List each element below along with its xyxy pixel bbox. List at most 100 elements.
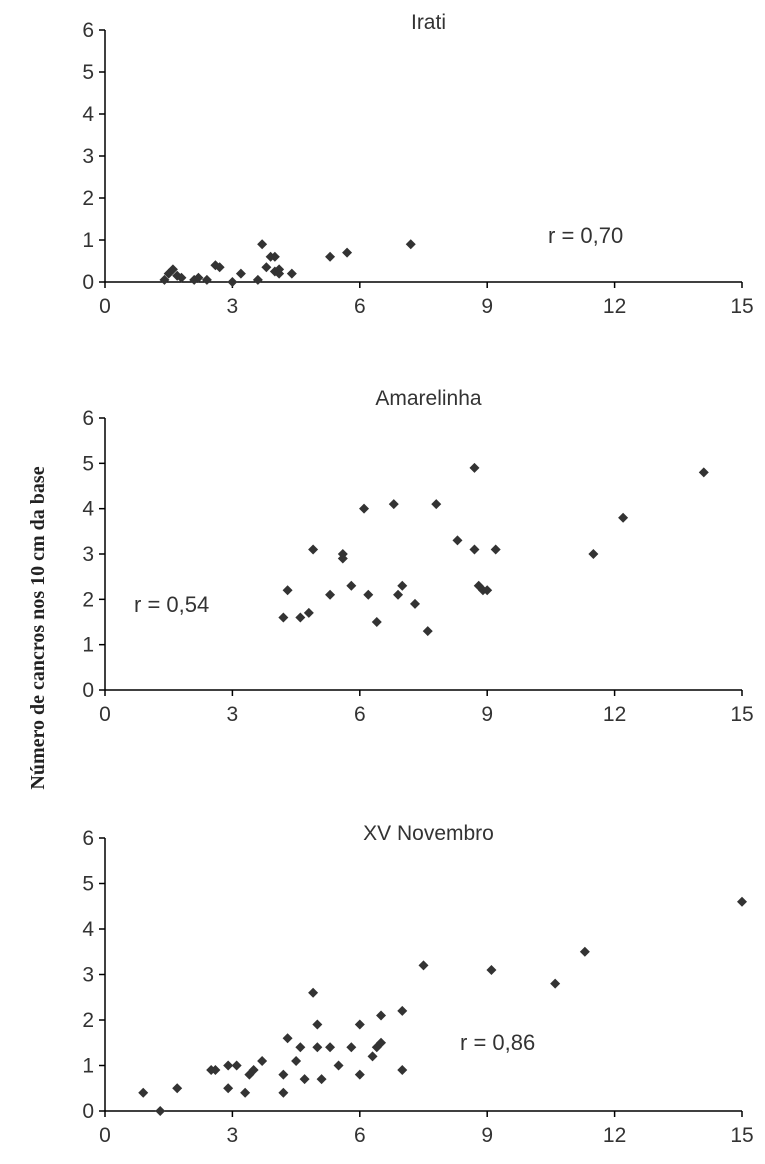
x-tick-label: 0 <box>99 1124 111 1147</box>
data-point <box>367 1051 378 1062</box>
y-tick-label: 0 <box>82 679 94 702</box>
data-point <box>363 589 374 600</box>
y-tick-label: 4 <box>82 918 94 941</box>
data-point <box>579 946 590 957</box>
data-point <box>303 607 314 618</box>
x-tick-label: 0 <box>99 703 111 726</box>
data-point <box>155 1106 166 1116</box>
y-tick-label: 2 <box>82 187 94 210</box>
data-point <box>282 1033 293 1044</box>
data-point <box>295 1042 306 1053</box>
y-tick-label: 5 <box>82 452 94 475</box>
x-tick-label: 12 <box>603 295 626 318</box>
data-point <box>286 268 297 279</box>
y-axis-label: Número de cancros nos 10 cm da base <box>27 466 49 789</box>
data-point <box>337 553 348 564</box>
y-tick-label: 6 <box>82 19 94 42</box>
data-point <box>278 612 289 623</box>
x-tick-label: 9 <box>481 295 493 318</box>
data-point <box>295 612 306 623</box>
y-tick-label: 2 <box>82 1009 94 1032</box>
y-tick-label: 3 <box>82 543 94 566</box>
data-point <box>482 585 493 596</box>
data-point <box>257 1055 268 1066</box>
data-point <box>193 272 204 283</box>
data-point <box>469 544 480 555</box>
x-tick-label: 9 <box>481 703 493 726</box>
y-tick-label: 6 <box>82 827 94 850</box>
y-tick-label: 5 <box>82 61 94 84</box>
data-point <box>252 274 263 285</box>
data-point <box>278 1087 289 1098</box>
data-point <box>159 274 170 285</box>
data-point <box>325 589 336 600</box>
data-point <box>325 251 336 262</box>
y-tick-label: 2 <box>82 588 94 611</box>
data-point <box>312 1019 323 1030</box>
data-point <box>316 1074 327 1085</box>
data-point <box>248 1065 259 1076</box>
data-point <box>418 960 429 971</box>
x-tick-label: 9 <box>481 1124 493 1147</box>
data-point <box>354 1069 365 1080</box>
y-tick-label: 1 <box>82 1055 94 1078</box>
data-point <box>431 499 442 510</box>
x-tick-label: 6 <box>354 1124 366 1147</box>
y-tick-label: 6 <box>82 407 94 430</box>
data-point <box>172 1083 183 1094</box>
data-point <box>176 272 187 283</box>
data-point <box>269 251 280 262</box>
data-point <box>376 1010 387 1021</box>
y-tick-label: 3 <box>82 964 94 987</box>
x-tick-label: 15 <box>730 703 753 726</box>
correlation-annotation: r = 0,54 <box>134 592 209 617</box>
data-point <box>737 896 747 907</box>
y-tick-label: 4 <box>82 498 94 521</box>
data-point <box>588 549 599 559</box>
data-point <box>490 544 501 555</box>
x-tick-label: 3 <box>227 1124 239 1147</box>
y-tick-label: 0 <box>82 1100 94 1123</box>
y-tick-label: 1 <box>82 229 94 252</box>
data-point <box>214 262 225 273</box>
data-point <box>282 585 293 596</box>
data-point <box>422 626 433 637</box>
data-point <box>299 1074 310 1085</box>
data-point <box>393 589 404 600</box>
data-point <box>312 1042 323 1053</box>
data-point <box>346 580 357 591</box>
data-point <box>397 580 408 591</box>
chart-title: Irati <box>411 11 446 34</box>
data-point <box>325 1042 336 1053</box>
y-tick-label: 1 <box>82 634 94 657</box>
data-point <box>138 1087 149 1098</box>
data-point <box>376 1037 387 1048</box>
data-point <box>227 277 238 287</box>
y-tick-label: 3 <box>82 145 94 168</box>
data-point <box>231 1060 242 1071</box>
x-tick-label: 6 <box>354 703 366 726</box>
correlation-annotation: r = 0,86 <box>460 1030 535 1055</box>
data-point <box>469 462 480 473</box>
data-point <box>274 268 285 279</box>
correlation-annotation: r = 0,70 <box>548 223 623 248</box>
data-point <box>223 1083 234 1094</box>
data-point <box>308 544 319 555</box>
data-point <box>257 239 268 250</box>
data-point <box>333 1060 344 1071</box>
x-tick-label: 12 <box>603 1124 626 1147</box>
y-tick-label: 0 <box>82 271 94 294</box>
data-point <box>354 1019 365 1030</box>
y-tick-label: 4 <box>82 103 94 126</box>
y-tick-label: 5 <box>82 873 94 896</box>
data-point <box>698 467 709 478</box>
chart-title: Amarelinha <box>375 387 482 410</box>
data-point <box>261 262 272 273</box>
data-point <box>486 964 497 975</box>
data-point <box>618 512 629 523</box>
